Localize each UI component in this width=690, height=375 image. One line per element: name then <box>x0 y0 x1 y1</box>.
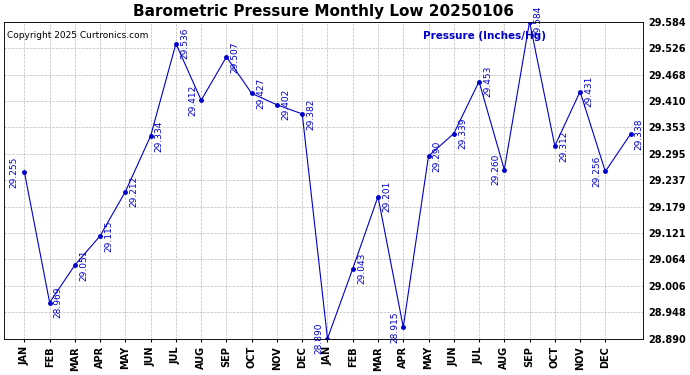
Text: 29.051: 29.051 <box>79 249 88 281</box>
Text: 29.201: 29.201 <box>382 181 391 212</box>
Text: 28.969: 28.969 <box>54 287 63 318</box>
Text: 29.212: 29.212 <box>130 176 139 207</box>
Text: 29.402: 29.402 <box>281 89 290 120</box>
Text: 29.453: 29.453 <box>483 66 492 97</box>
Text: 29.584: 29.584 <box>534 6 543 38</box>
Text: Pressure (Inches/Hg): Pressure (Inches/Hg) <box>423 31 546 41</box>
Title: Barometric Pressure Monthly Low 20250106: Barometric Pressure Monthly Low 20250106 <box>133 4 514 19</box>
Text: 29.255: 29.255 <box>10 156 19 188</box>
Text: 29.290: 29.290 <box>433 140 442 172</box>
Text: 29.260: 29.260 <box>491 154 500 185</box>
Text: 29.382: 29.382 <box>306 98 315 130</box>
Text: 29.427: 29.427 <box>256 78 265 109</box>
Text: 28.890: 28.890 <box>315 323 324 354</box>
Text: 29.115: 29.115 <box>104 220 113 252</box>
Text: 29.339: 29.339 <box>458 118 467 149</box>
Text: 29.412: 29.412 <box>188 85 197 116</box>
Text: 29.256: 29.256 <box>592 156 601 187</box>
Text: 29.507: 29.507 <box>230 41 239 73</box>
Text: 29.431: 29.431 <box>584 76 593 107</box>
Text: 29.312: 29.312 <box>559 130 568 162</box>
Text: Copyright 2025 Curtronics.com: Copyright 2025 Curtronics.com <box>8 31 149 40</box>
Text: 29.338: 29.338 <box>635 118 644 150</box>
Text: 29.334: 29.334 <box>155 120 164 152</box>
Text: 28.915: 28.915 <box>390 311 399 343</box>
Text: 29.536: 29.536 <box>180 28 189 59</box>
Text: 29.043: 29.043 <box>357 253 366 284</box>
